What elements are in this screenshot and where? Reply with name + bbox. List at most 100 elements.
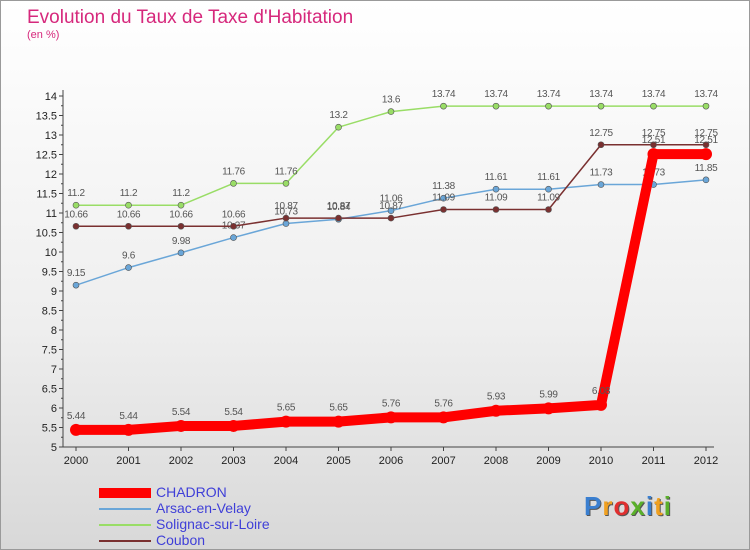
data-label-solignac-sur-loire: 11.2 (120, 188, 138, 199)
chart-unit-label: (en %) (27, 29, 60, 41)
data-label-coubon: 11.09 (485, 192, 509, 203)
data-label-chadron: 5.76 (434, 398, 453, 409)
logo-letter: r (602, 491, 614, 521)
data-label-solignac-sur-loire: 13.74 (537, 89, 561, 100)
data-label-arsac-en-velay: 11.85 (695, 163, 719, 174)
data-point-coubon (177, 222, 185, 230)
data-label-arsac-en-velay: 11.61 (485, 172, 509, 183)
logo-letter: t (654, 491, 664, 521)
data-point-solignac-sur-loire (597, 102, 605, 110)
data-label-coubon: 12.75 (589, 128, 613, 139)
data-point-coubon (597, 141, 605, 149)
data-label-chadron: 12.51 (694, 135, 718, 146)
data-point-chadron (175, 419, 187, 432)
data-point-coubon (230, 222, 237, 230)
legend-label-arsac-en-velay: Arsac-en-Velay (156, 500, 251, 516)
data-label-coubon: 12.75 (642, 128, 666, 139)
data-point-coubon (440, 206, 447, 213)
data-label-solignac-sur-loire: 11.2 (67, 188, 85, 199)
x-tick-label: 2004 (274, 455, 298, 467)
data-label-solignac-sur-loire: 13.74 (484, 89, 508, 100)
y-tick-label: 10.5 (36, 228, 57, 240)
data-label-arsac-en-velay: 11.38 (432, 181, 456, 192)
data-label-chadron: 5.93 (487, 392, 506, 403)
data-label-arsac-en-velay: 9.6 (122, 251, 136, 262)
y-tick-label: 8 (51, 325, 57, 337)
data-label-arsac-en-velay: 11.61 (537, 172, 561, 183)
data-label-coubon: 10.66 (64, 209, 88, 220)
data-point-solignac-sur-loire (125, 201, 132, 209)
data-point-chadron (542, 402, 555, 415)
data-point-chadron (490, 404, 502, 417)
y-tick-label: 13 (45, 130, 57, 142)
data-point-arsac-en-velay (492, 185, 500, 193)
data-point-arsac-en-velay (230, 234, 237, 241)
data-label-chadron: 5.54 (172, 407, 191, 418)
data-point-coubon (72, 222, 80, 230)
data-point-solignac-sur-loire (387, 108, 395, 115)
data-point-arsac-en-velay (125, 264, 132, 271)
data-point-chadron (280, 415, 292, 428)
data-label-solignac-sur-loire: 11.2 (172, 188, 190, 199)
data-point-coubon (125, 222, 132, 230)
data-point-solignac-sur-loire (230, 180, 237, 187)
logo-letter: o (613, 491, 631, 521)
logo-letter: x (630, 491, 646, 521)
data-label-coubon: 11.09 (432, 192, 456, 203)
data-point-solignac-sur-loire (72, 201, 80, 209)
data-label-chadron: 12.51 (642, 135, 666, 146)
x-tick-label: 2006 (379, 455, 403, 467)
y-tick-label: 14 (45, 91, 57, 103)
y-tick-label: 5.5 (42, 423, 57, 435)
data-label-arsac-en-velay: 9.15 (67, 268, 86, 279)
data-point-coubon (702, 141, 710, 149)
x-tick-label: 2002 (169, 455, 193, 467)
data-point-chadron (385, 411, 397, 424)
proxiti-logo: Proxiti (584, 491, 672, 522)
data-point-coubon (282, 214, 290, 222)
data-point-chadron (122, 423, 135, 436)
series-line-solignac-sur-loire (75, 105, 707, 206)
data-point-arsac-en-velay (597, 181, 605, 188)
logo-letter: i (663, 491, 672, 521)
y-tick-label: 12.5 (36, 150, 57, 162)
data-label-arsac-en-velay: 9.98 (172, 236, 191, 247)
data-label-coubon: 12.75 (694, 128, 718, 139)
data-point-coubon (492, 206, 500, 213)
legend-label-coubon: Coubon (156, 532, 206, 548)
data-label-arsac-en-velay: 10.84 (327, 202, 351, 213)
legend-swatch-solignac-sur-loire (99, 524, 151, 526)
data-label-coubon: 11.09 (537, 192, 561, 203)
data-point-arsac-en-velay (545, 185, 552, 193)
data-point-arsac-en-velay (702, 176, 710, 184)
legend-label-solignac-sur-loire: Solignac-sur-Loire (156, 516, 270, 532)
legend-swatch-coubon (99, 540, 151, 542)
data-label-chadron: 5.99 (539, 389, 558, 400)
data-point-chadron (332, 415, 345, 428)
data-point-chadron (700, 148, 712, 161)
y-tick-label: 11 (46, 208, 57, 220)
data-label-solignac-sur-loire: 13.74 (694, 89, 718, 100)
data-point-arsac-en-velay (177, 249, 185, 257)
data-point-solignac-sur-loire (177, 201, 185, 209)
x-tick-label: 2000 (64, 455, 88, 467)
y-tick-label: 12 (45, 169, 57, 181)
y-tick-label: 9 (51, 286, 57, 298)
data-label-coubon: 10.66 (169, 209, 193, 220)
x-tick-label: 2007 (431, 455, 455, 467)
y-tick-label: 11.5 (36, 189, 57, 201)
data-point-coubon (650, 141, 657, 149)
data-point-solignac-sur-loire (650, 102, 657, 110)
x-tick-label: 2012 (694, 455, 718, 467)
data-point-arsac-en-velay (282, 220, 290, 227)
legend-label-chadron: CHADRON (156, 484, 227, 500)
y-tick-label: 5 (51, 442, 57, 454)
data-point-chadron (437, 411, 450, 424)
data-point-solignac-sur-loire (492, 102, 500, 110)
y-tick-label: 7 (51, 364, 57, 376)
logo-letter: i (645, 491, 655, 521)
y-tick-label: 10 (45, 247, 57, 259)
x-tick-label: 2008 (484, 455, 508, 467)
data-label-solignac-sur-loire: 11.76 (275, 166, 299, 177)
